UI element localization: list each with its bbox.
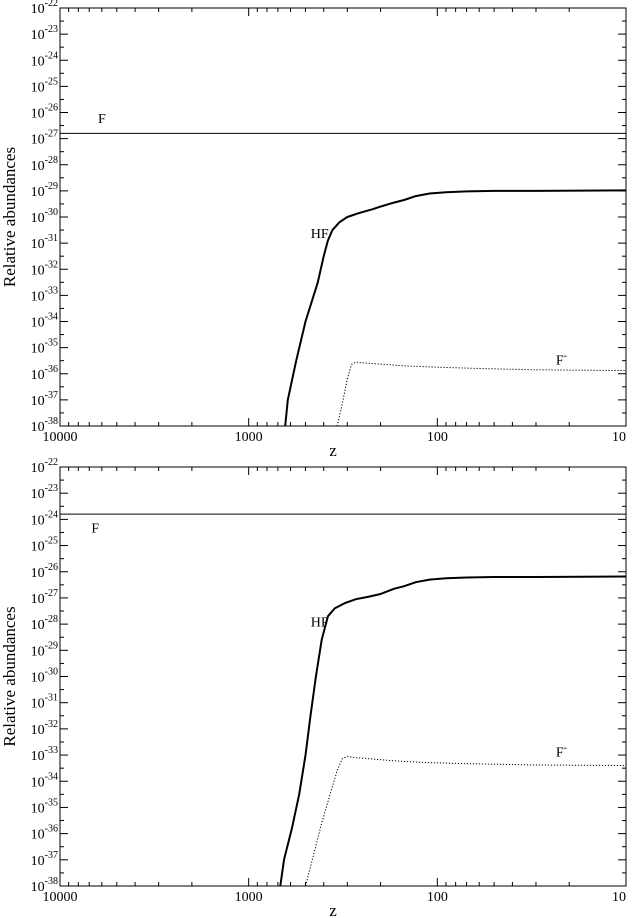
chart1-y-tick-label: 10-36 [31, 364, 58, 383]
chart1-y-tick-label: 10-27 [31, 129, 58, 148]
chart1-y-tick-label: 10-38 [31, 416, 58, 435]
chart2-series-label-1: F [91, 521, 99, 536]
chart2-y-tick-label: 10-22 [31, 457, 58, 476]
chart2-y-tick-label: 10-27 [31, 588, 58, 607]
chart1-plot-frame [59, 7, 627, 427]
chart2-series-label-3: F- [556, 742, 567, 760]
chart2-y-tick-label: 10-24 [31, 509, 58, 528]
chart1-y-tick-label: 10-37 [31, 390, 58, 409]
chart2-series-line-3 [305, 755, 627, 887]
chart1-x-axis-title: z [329, 441, 337, 460]
chart1-x-tick-label: 1000 [235, 430, 263, 445]
chart1-series-line-2 [284, 189, 627, 427]
chart2-plot-frame [59, 466, 627, 887]
chart2-y-tick-label: 10-33 [31, 745, 58, 764]
chart2-y-axis-title: Relative abundances [0, 606, 19, 746]
chart1-y-tick-label: 10-25 [31, 76, 58, 95]
chart2-y-tick-label: 10-30 [31, 667, 58, 686]
chart1-series-label-1: F [98, 112, 106, 127]
chart2-x-tick-label: 100 [427, 890, 448, 905]
chart1-y-tick-label: 10-31 [31, 233, 58, 252]
chart2-y-tick-label: 10-32 [31, 719, 58, 738]
chart1-y-tick-label: 10-28 [31, 155, 58, 174]
chart2-y-tick-label: 10-36 [31, 824, 58, 843]
chart1-x-tick-label: 100 [427, 430, 448, 445]
chart2-y-tick-label: 10-37 [31, 850, 58, 869]
chart1-series-label-3: F- [556, 351, 567, 369]
chart2-series-line-2 [279, 575, 627, 887]
chart2-series-label-2: HF [311, 616, 329, 631]
chart1-y-tick-label: 10-26 [31, 103, 58, 122]
chart2-x-tick-label: 10 [612, 890, 626, 905]
chart2-y-tick-label: 10-28 [31, 614, 58, 633]
chart2-y-tick-label: 10-31 [31, 693, 58, 712]
chart2-y-tick-label: 10-38 [31, 876, 58, 895]
chart2-y-tick-label: 10-34 [31, 771, 58, 790]
chart2-x-axis-title: z [329, 901, 337, 918]
chart2-x-tick-label: 1000 [235, 890, 263, 905]
chart1-y-tick-label: 10-24 [31, 50, 58, 69]
chart1-y-tick-label: 10-32 [31, 259, 58, 278]
chart1-y-tick-label: 10-34 [31, 312, 58, 331]
chart1-series-label-2: HF [311, 227, 329, 242]
chart2-panel: 10-38 10-37 10-36 10-35 10-34 10-33 10-32 10-31… [0, 457, 627, 918]
chart2-y-tick-label: 10-23 [31, 483, 58, 502]
chart1-y-tick-label: 10-22 [31, 0, 58, 17]
chart1-y-tick-label: 10-33 [31, 285, 58, 304]
chart1-y-tick-label: 10-30 [31, 207, 58, 226]
chart2-y-tick-label: 10-25 [31, 536, 58, 555]
chart1-y-axis-title: Relative abundances [0, 147, 19, 287]
chart1-series-line-3 [336, 361, 627, 427]
chart2-y-tick-label: 10-35 [31, 797, 58, 816]
chart1-panel: 10-38 10-37 10-36 10-35 10-34 10-33 10-32 10-31… [0, 0, 627, 460]
chart1-x-tick-label: 10000 [43, 430, 78, 445]
chart1-y-tick-label: 10-35 [31, 338, 58, 357]
chart2-y-tick-label: 10-26 [31, 562, 58, 581]
chart1-x-tick-label: 10 [612, 430, 626, 445]
chart2-y-tick-label: 10-29 [31, 640, 58, 659]
chart1-y-tick-label: 10-23 [31, 24, 58, 43]
chart2-x-tick-label: 10000 [43, 890, 78, 905]
chart1-y-tick-label: 10-29 [31, 181, 58, 200]
